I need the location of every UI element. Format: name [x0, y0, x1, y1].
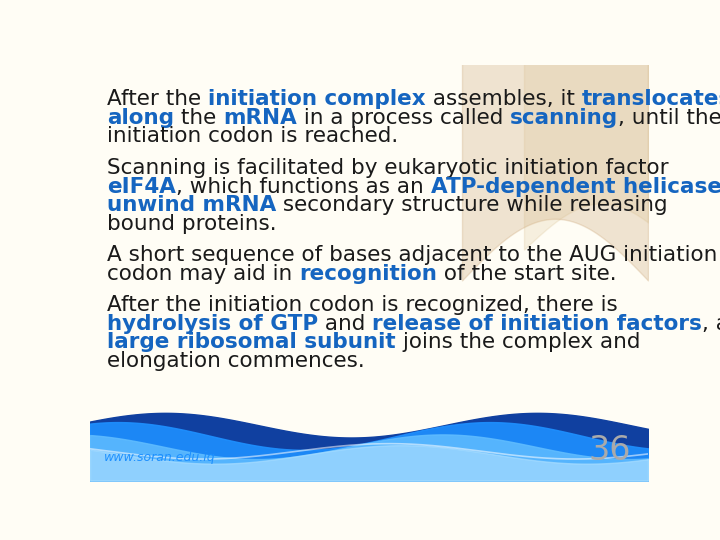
Text: hydrolysis of GTP: hydrolysis of GTP: [107, 314, 318, 334]
Text: , until the: , until the: [618, 108, 720, 128]
Text: scanning: scanning: [510, 108, 618, 128]
Text: translocates: translocates: [582, 90, 720, 110]
Text: the: the: [174, 108, 223, 128]
Text: and: and: [318, 314, 372, 334]
Text: large ribosomal subunit: large ribosomal subunit: [107, 332, 396, 352]
Text: , as the: , as the: [702, 314, 720, 334]
Text: eIF4A: eIF4A: [107, 177, 176, 197]
Text: 36: 36: [588, 434, 631, 467]
Text: secondary structure while releasing: secondary structure while releasing: [276, 195, 668, 215]
Text: release of initiation factors: release of initiation factors: [372, 314, 702, 334]
Text: in a process called: in a process called: [297, 108, 510, 128]
Text: codon may aid in: codon may aid in: [107, 264, 300, 284]
Text: After the: After the: [107, 90, 208, 110]
Text: unwind mRNA: unwind mRNA: [107, 195, 276, 215]
Text: of the start site.: of the start site.: [437, 264, 616, 284]
Text: recognition: recognition: [300, 264, 437, 284]
Text: Scanning is facilitated by eukaryotic initiation factor: Scanning is facilitated by eukaryotic in…: [107, 158, 669, 178]
Text: along: along: [107, 108, 174, 128]
Text: ATP-dependent helicase: ATP-dependent helicase: [431, 177, 720, 197]
Text: www.soran.edu.iq: www.soran.edu.iq: [104, 451, 215, 464]
Text: After the initiation codon is recognized, there is: After the initiation codon is recognized…: [107, 295, 618, 315]
Text: elongation commences.: elongation commences.: [107, 351, 365, 371]
Text: A short sequence of bases adjacent to the AUG initiation: A short sequence of bases adjacent to th…: [107, 245, 717, 265]
Text: assembles, it: assembles, it: [426, 90, 582, 110]
Text: joins the complex and: joins the complex and: [396, 332, 640, 352]
Text: , which functions as an: , which functions as an: [176, 177, 431, 197]
Text: initiation codon is reached.: initiation codon is reached.: [107, 126, 398, 146]
Text: bound proteins.: bound proteins.: [107, 213, 276, 234]
Text: initiation complex: initiation complex: [208, 90, 426, 110]
Text: mRNA: mRNA: [223, 108, 297, 128]
